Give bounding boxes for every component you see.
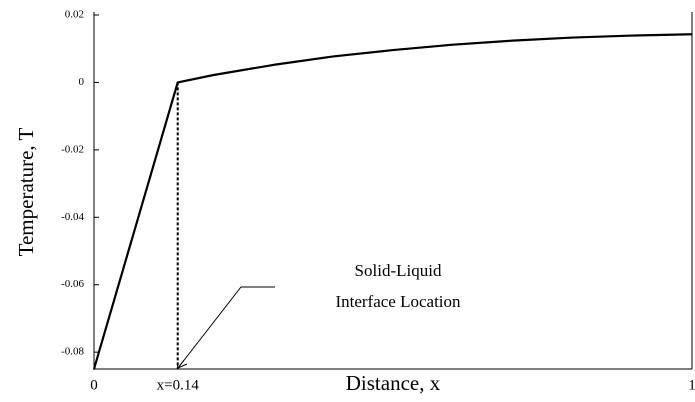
- data-line: [92, 33, 693, 370]
- annotation-arrow: [177, 286, 275, 369]
- annotation: Interface Location: [335, 292, 461, 311]
- y-tick-label: -0.06: [61, 278, 84, 290]
- annotation: Solid-Liquid: [355, 261, 442, 280]
- y-axis-label: Temperature, T: [14, 127, 38, 256]
- x-tick-label: 0: [90, 377, 98, 393]
- y-tick-label: -0.04: [61, 211, 84, 223]
- x-tick-label: x=0.14: [157, 377, 200, 393]
- y-tick-label: -0.08: [61, 346, 84, 358]
- y-tick-label: 0: [79, 76, 85, 88]
- x-tick-label: 1: [688, 377, 695, 393]
- arrow-head: [176, 359, 188, 370]
- y-tick-label: 0.02: [65, 9, 84, 21]
- y-tick-label: -0.02: [61, 143, 84, 155]
- x-axis-label: Distance, x: [346, 371, 441, 395]
